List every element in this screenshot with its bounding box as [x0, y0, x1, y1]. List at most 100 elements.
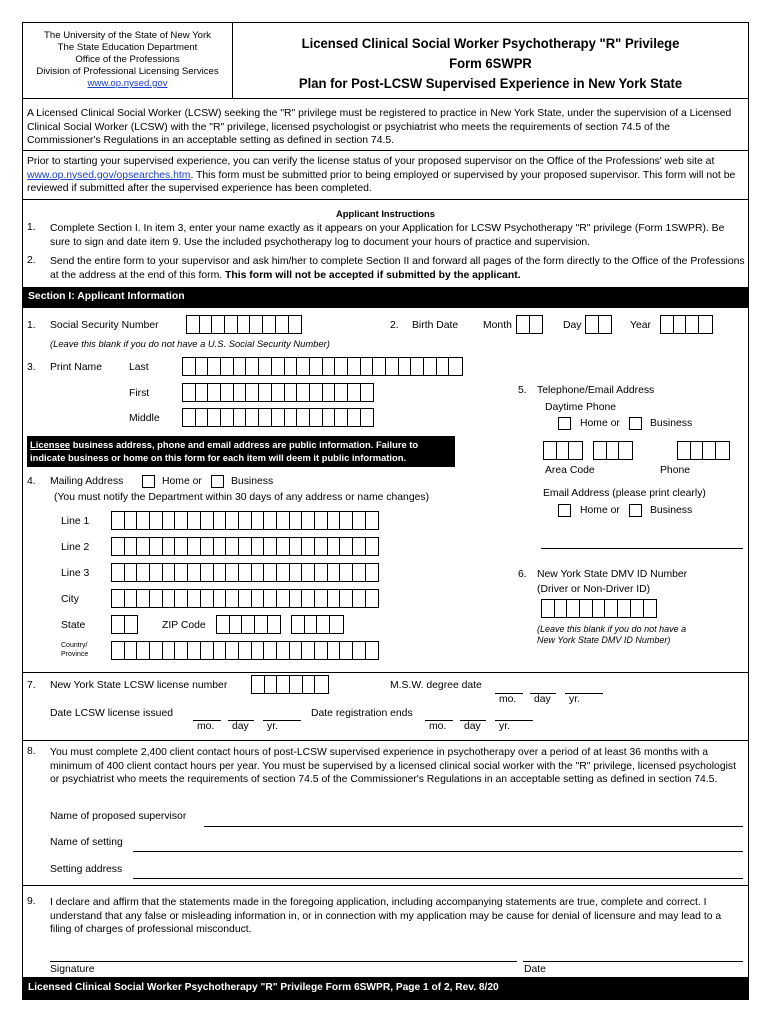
char-box[interactable]: [361, 384, 374, 401]
char-box[interactable]: [340, 564, 354, 581]
char-box[interactable]: [366, 512, 379, 529]
birth-month-input[interactable]: [516, 315, 544, 334]
char-box[interactable]: [265, 676, 278, 693]
char-box[interactable]: [449, 358, 462, 375]
char-box[interactable]: [594, 442, 607, 459]
char-box[interactable]: [315, 564, 328, 581]
char-box[interactable]: [302, 590, 315, 607]
char-box[interactable]: [175, 642, 189, 659]
zip-input[interactable]: [216, 615, 282, 634]
char-box[interactable]: [255, 616, 268, 633]
birth-year-input[interactable]: [660, 315, 713, 334]
char-box[interactable]: [399, 358, 412, 375]
char-box[interactable]: [277, 676, 291, 693]
char-box[interactable]: [567, 600, 581, 617]
char-box[interactable]: [214, 538, 227, 555]
char-box[interactable]: [112, 616, 125, 633]
char-box[interactable]: [277, 538, 290, 555]
phone-home-checkbox[interactable]: [558, 417, 571, 430]
phone-prefix-input[interactable]: [593, 441, 634, 460]
char-box[interactable]: [125, 564, 138, 581]
char-box[interactable]: [252, 512, 265, 529]
char-box[interactable]: [163, 538, 176, 555]
char-box[interactable]: [302, 564, 315, 581]
char-box[interactable]: [348, 384, 361, 401]
char-box[interactable]: [246, 409, 260, 426]
char-box[interactable]: [580, 600, 593, 617]
char-box[interactable]: [366, 590, 379, 607]
char-box[interactable]: [150, 538, 163, 555]
email-business-checkbox[interactable]: [629, 504, 642, 517]
char-box[interactable]: [214, 512, 227, 529]
char-box[interactable]: [716, 442, 729, 459]
char-box[interactable]: [263, 316, 276, 333]
char-box[interactable]: [353, 538, 366, 555]
char-box[interactable]: [366, 564, 379, 581]
license-number-input[interactable]: [251, 675, 330, 694]
char-box[interactable]: [246, 358, 260, 375]
char-box[interactable]: [661, 316, 674, 333]
setting-input[interactable]: [133, 851, 743, 852]
char-box[interactable]: [292, 616, 305, 633]
char-box[interactable]: [125, 590, 138, 607]
char-box[interactable]: [530, 316, 543, 333]
char-box[interactable]: [208, 358, 222, 375]
char-box[interactable]: [226, 512, 239, 529]
char-box[interactable]: [208, 384, 222, 401]
char-box[interactable]: [290, 512, 303, 529]
char-box[interactable]: [250, 316, 264, 333]
char-box[interactable]: [264, 538, 277, 555]
char-box[interactable]: [252, 564, 265, 581]
char-box[interactable]: [208, 409, 222, 426]
char-box[interactable]: [201, 642, 214, 659]
phone-business-checkbox[interactable]: [629, 417, 642, 430]
address-line1-input[interactable]: [111, 511, 380, 530]
state-input[interactable]: [111, 615, 139, 634]
char-box[interactable]: [188, 512, 201, 529]
char-box[interactable]: [150, 642, 163, 659]
char-box[interactable]: [150, 590, 163, 607]
char-box[interactable]: [340, 538, 354, 555]
char-box[interactable]: [239, 512, 252, 529]
char-box[interactable]: [323, 384, 336, 401]
char-box[interactable]: [437, 358, 450, 375]
address-line2-input[interactable]: [111, 537, 380, 556]
char-box[interactable]: [201, 538, 214, 555]
char-box[interactable]: [234, 384, 247, 401]
country-input[interactable]: [111, 641, 380, 660]
char-box[interactable]: [226, 590, 239, 607]
char-box[interactable]: [290, 676, 303, 693]
mo-line[interactable]: [193, 720, 221, 721]
day-line[interactable]: [530, 693, 556, 694]
char-box[interactable]: [386, 358, 399, 375]
email-input-line[interactable]: [541, 548, 743, 549]
agency-link[interactable]: www.op.nysed.gov: [87, 78, 168, 89]
birth-day-input[interactable]: [585, 315, 613, 334]
char-box[interactable]: [112, 538, 125, 555]
char-box[interactable]: [361, 409, 374, 426]
char-box[interactable]: [555, 600, 568, 617]
char-box[interactable]: [277, 642, 290, 659]
opsearches-link[interactable]: www.op.nysed.gov/opsearches.htm: [27, 169, 191, 181]
mailing-home-checkbox[interactable]: [142, 475, 155, 488]
char-box[interactable]: [183, 384, 196, 401]
char-box[interactable]: [252, 590, 265, 607]
char-box[interactable]: [212, 316, 226, 333]
yr-line[interactable]: [565, 693, 603, 694]
char-box[interactable]: [259, 358, 272, 375]
supervisor-input[interactable]: [204, 826, 743, 827]
char-box[interactable]: [340, 590, 354, 607]
city-input[interactable]: [111, 589, 380, 608]
char-box[interactable]: [112, 642, 125, 659]
yr-line[interactable]: [495, 720, 533, 721]
char-box[interactable]: [323, 358, 336, 375]
char-box[interactable]: [252, 538, 265, 555]
char-box[interactable]: [335, 409, 348, 426]
char-box[interactable]: [289, 316, 302, 333]
email-home-checkbox[interactable]: [558, 504, 571, 517]
char-box[interactable]: [175, 512, 189, 529]
char-box[interactable]: [226, 642, 239, 659]
char-box[interactable]: [366, 642, 379, 659]
char-box[interactable]: [310, 409, 323, 426]
char-box[interactable]: [239, 642, 252, 659]
